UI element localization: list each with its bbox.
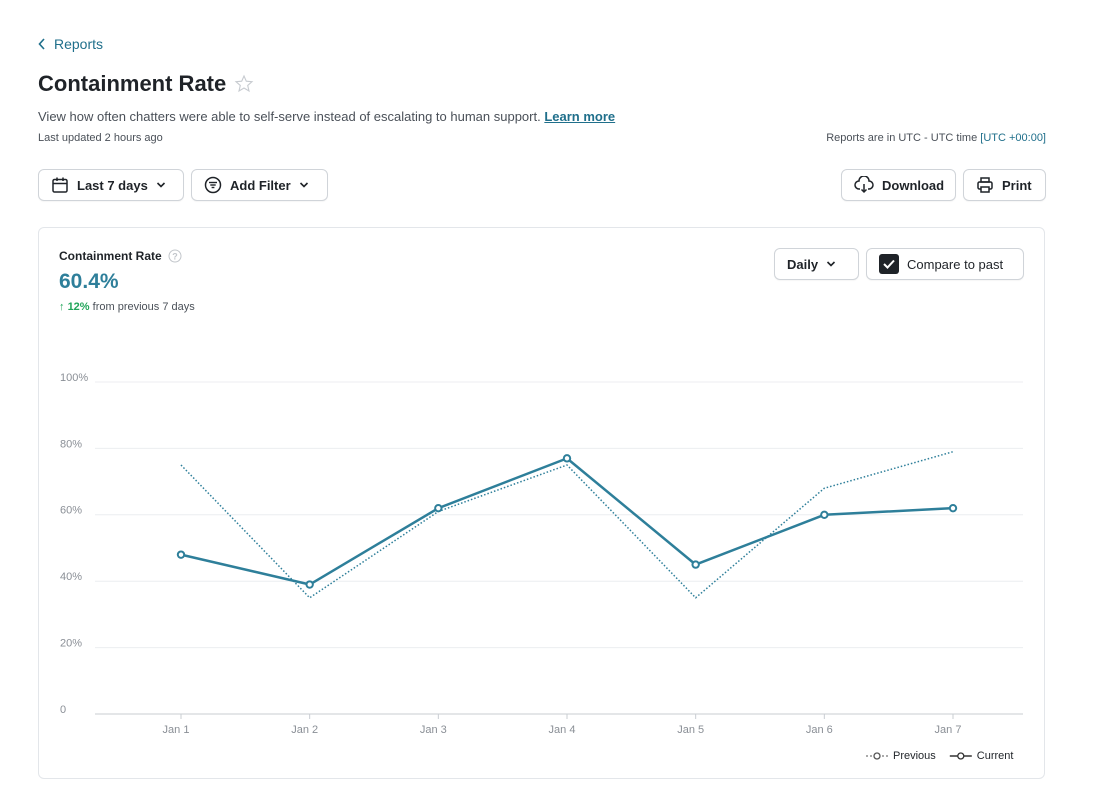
legend-label: Previous — [893, 750, 936, 762]
download-icon — [854, 176, 874, 194]
x-tick-label: Jan 6 — [806, 724, 833, 736]
series-line — [180, 450, 954, 599]
description: View how often chatters were able to sel… — [38, 109, 541, 124]
metric-value: 60.4% — [59, 270, 119, 293]
y-tick-label: 100% — [60, 372, 88, 384]
change-row: ↑ 12% from previous 7 days — [59, 301, 195, 313]
calendar-icon — [52, 177, 68, 193]
compare-label: Compare to past — [907, 256, 1004, 272]
chevron-icon — [827, 261, 836, 267]
y-tick-label: 80% — [60, 438, 82, 450]
add-filter-label: Add Filter — [230, 177, 291, 193]
compare-toggle[interactable]: Compare to past — [866, 248, 1024, 280]
granularity-select[interactable]: Daily — [774, 248, 859, 280]
point — [176, 550, 186, 559]
timezone-row: Reports are in UTC - UTC time [UTC +00:0… — [826, 132, 1046, 144]
point — [691, 560, 700, 569]
x-tick-label: Jan 5 — [677, 724, 704, 736]
legend-marker — [957, 752, 965, 760]
point — [562, 454, 572, 463]
change-arrow: ↑ — [59, 301, 65, 313]
change-value: 12% — [67, 301, 90, 313]
chevron-icon — [299, 182, 308, 188]
x-tick-label: Jan 3 — [420, 724, 447, 736]
granularity-label: Daily — [787, 256, 819, 272]
point — [820, 510, 829, 519]
y-tick-label: 40% — [60, 571, 82, 583]
print-icon — [977, 177, 993, 193]
y-tick-label: 20% — [60, 638, 82, 650]
date-range-button[interactable]: Last 7 days — [38, 169, 184, 201]
timezone-offset[interactable]: [UTC +00:00] — [980, 132, 1046, 144]
checkbox[interactable] — [879, 254, 899, 274]
add-filter-button[interactable]: Add Filter — [191, 169, 328, 201]
metric-label-row: Containment Rate ? — [59, 249, 182, 263]
chevron-icon — [156, 182, 165, 188]
download-label: Download — [882, 177, 945, 193]
favorite-star[interactable] — [234, 74, 254, 94]
x-tick-label: Jan 4 — [549, 724, 576, 736]
metric-label: Containment Rate — [59, 249, 162, 263]
title-row: Containment Rate — [38, 71, 254, 97]
point — [434, 503, 443, 513]
chart-card — [38, 227, 1045, 779]
y-tick-label: 60% — [60, 505, 82, 517]
legend-marker — [873, 752, 881, 760]
back-text: Reports — [54, 36, 104, 52]
date-range-label: Last 7 days — [77, 177, 148, 193]
description-row: View how often chatters were able to sel… — [38, 109, 615, 124]
back-link[interactable]: Reports — [38, 36, 103, 52]
legend-label: Current — [977, 750, 1014, 762]
print-label: Print — [1002, 177, 1032, 193]
series-line — [180, 457, 954, 586]
x-tick-label: Jan 2 — [291, 724, 318, 736]
x-tick-label: Jan 1 — [163, 724, 190, 736]
svg-text:?: ? — [172, 252, 178, 262]
download-button[interactable]: Download — [841, 169, 956, 201]
back-icon — [38, 38, 45, 50]
timezone: Reports are in UTC - UTC time — [826, 132, 978, 144]
filter-icon — [204, 176, 222, 194]
change-note: from previous 7 days — [92, 301, 195, 313]
y-tick-label: 0 — [60, 704, 66, 716]
learn-more-link[interactable]: Learn more — [544, 109, 616, 124]
x-tick-label: Jan 7 — [935, 724, 962, 736]
help-icon[interactable]: ? — [168, 249, 182, 263]
point — [305, 580, 314, 589]
print-button[interactable]: Print — [963, 169, 1046, 201]
page-title: Containment Rate — [38, 71, 227, 96]
last-updated: Last updated 2 hours ago — [38, 132, 163, 144]
point — [948, 503, 958, 513]
